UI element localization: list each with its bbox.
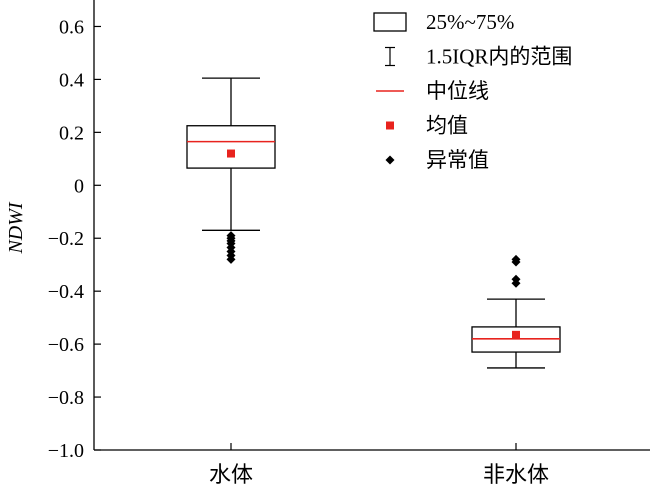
mean-marker [227,149,235,158]
iqr-box [186,125,276,169]
y-tick-label: 0.4 [59,69,84,91]
box-water [186,77,276,264]
y-tick-label: −0.2 [48,228,84,250]
legend-label: 25%~75% [426,10,514,34]
legend-entry: 中位线 [376,79,489,103]
legend-label: 异常值 [426,148,489,172]
y-tick-label: −0.8 [48,387,84,409]
y-tick-label: 0.6 [59,16,84,38]
y-tick-label: −1.0 [48,440,84,462]
x-tick-label: 水体 [209,462,253,487]
legend-entry: 1.5IQR内的范围 [385,45,572,69]
outlier-point [226,254,236,264]
y-tick-label: −0.4 [48,281,84,303]
outlier-point [511,278,521,288]
box-series [186,77,561,369]
y-tick-label: 0 [74,175,84,197]
y-axis-title: NDWI [5,201,27,254]
legend-label: 中位线 [426,79,489,103]
y-ticks: 0.6 0.4 0.2 0 −0.2 −0.4 −0.6 −0.8 −1.0 [48,16,101,462]
plot-axes [93,0,650,451]
outlier-point [511,257,521,267]
legend-box-icon [373,12,407,32]
legend-entry: 25%~75% [373,10,514,34]
legend-entry: 均值 [386,114,468,138]
legend-mean-icon [386,121,394,130]
box-non-water [471,254,561,369]
x-tick-label: 非水体 [483,462,549,487]
legend-label: 均值 [426,114,468,138]
x-ticks: 水体 非水体 [209,443,549,487]
legend-label: 1.5IQR内的范围 [426,45,572,69]
y-tick-label: −0.6 [48,334,84,356]
y-tick-label: 0.2 [59,122,84,144]
legend-entry: 异常值 [385,148,489,172]
legend-outlier-icon [385,155,395,165]
mean-marker [512,330,520,339]
